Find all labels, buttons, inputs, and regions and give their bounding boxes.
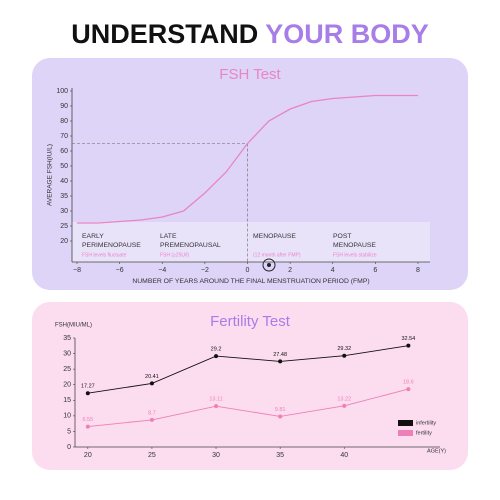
title-accent: YOUR BODY	[265, 19, 429, 49]
x-tick-label: 8	[416, 267, 420, 274]
phase-name: MENOPAUSE	[253, 233, 296, 240]
y-tick-label: 5	[67, 428, 71, 435]
point	[278, 359, 283, 364]
y-tick-label: 70	[60, 133, 68, 140]
legend-swatch	[398, 420, 413, 426]
series-line	[77, 94, 418, 224]
y-axis-label: FSH(MIU/ML)	[55, 323, 92, 329]
series-line	[87, 345, 409, 394]
y-tick-label: 10	[63, 413, 71, 420]
x-tick-label: 35	[276, 452, 284, 459]
x-tick-label: −2	[201, 267, 209, 274]
phase-name: POST	[333, 233, 352, 240]
point	[406, 387, 411, 392]
point	[214, 404, 219, 409]
phase-note: FSH levels fluctuate	[82, 252, 127, 258]
page-title: UNDERSTAND YOUR BODY	[71, 19, 429, 49]
fmp-icon	[262, 258, 276, 272]
phase-name: MENOPAUSE	[333, 242, 376, 249]
y-tick-label: 30	[60, 208, 68, 215]
data-label: 6.55	[82, 417, 93, 423]
y-tick-label: 20	[60, 238, 68, 245]
data-label: 27.48	[273, 352, 287, 358]
y-axis-label: AVERAGE FSH(IU/L)	[47, 144, 54, 206]
x-tick-label: 30	[212, 452, 220, 459]
phase-note: FSH (≥25U/l)	[160, 252, 189, 258]
y-tick-label: 35	[63, 335, 71, 342]
point	[85, 424, 90, 429]
data-label: 17.27	[81, 384, 95, 390]
fertility-panel	[32, 302, 468, 470]
y-tick-label: 80	[60, 118, 68, 125]
phase-name: LATE	[160, 233, 177, 240]
point	[149, 381, 154, 386]
x-tick-label: 25	[148, 452, 156, 459]
phase-name: PERIMENOPAUSE	[82, 242, 141, 249]
x-tick-label: 6	[373, 267, 377, 274]
x-tick-label: 4	[331, 267, 335, 274]
x-tick-label: −4	[158, 267, 166, 274]
data-label: 29.32	[337, 346, 351, 352]
x-tick-label: 2	[288, 267, 292, 274]
data-label: 20.41	[145, 374, 159, 380]
fmp-icon-dot	[267, 263, 271, 267]
phase-band	[72, 222, 430, 262]
series-line	[87, 388, 409, 428]
x-axis-label: AGE(Y)	[427, 448, 446, 454]
fsh-panel	[32, 58, 468, 290]
y-tick-label: 25	[63, 366, 71, 373]
y-tick-label: 60	[60, 148, 68, 155]
point	[149, 417, 154, 422]
data-label: 9.81	[275, 407, 286, 413]
data-label: 8.7	[148, 410, 156, 416]
legend-label: infertility	[416, 420, 436, 426]
data-label: 29.2	[211, 347, 222, 353]
x-tick-label: 40	[340, 452, 348, 459]
y-tick-label: 30	[63, 350, 71, 357]
title-dark: UNDERSTAND	[71, 19, 258, 49]
y-tick-label: 40	[60, 178, 68, 185]
y-tick-label: 25	[60, 223, 68, 230]
point	[406, 343, 411, 348]
point	[342, 403, 347, 408]
x-tick-label: −6	[116, 267, 124, 274]
x-tick-label: −8	[73, 267, 81, 274]
chart-title: Fertility Test	[210, 313, 291, 330]
chart-title: FSH Test	[219, 66, 281, 83]
x-tick-label: 0	[246, 267, 250, 274]
y-tick-label: 20	[63, 382, 71, 389]
data-label: 18.6	[403, 380, 414, 386]
data-label: 13.11	[209, 397, 222, 403]
phase-name: PREMENOPAUSAL	[160, 242, 221, 249]
point	[85, 391, 90, 396]
phase-note: FSH levels stabilize	[333, 252, 377, 258]
point	[278, 414, 283, 419]
y-tick-label: 90	[60, 103, 68, 110]
y-tick-label: 100	[56, 88, 68, 95]
phase-note: (12 month after FMP)	[253, 252, 301, 258]
legend-label: fertility	[416, 430, 432, 436]
y-tick-label: 35	[60, 193, 68, 200]
y-tick-label: 50	[60, 163, 68, 170]
y-tick-label: 15	[63, 397, 71, 404]
point	[214, 354, 219, 359]
point	[342, 353, 347, 358]
data-label: 13.22	[337, 396, 351, 402]
x-tick-label: 20	[84, 452, 92, 459]
legend-swatch	[398, 430, 413, 436]
data-label: 32.54	[401, 336, 415, 342]
x-axis-label: NUMBER OF YEARS AROUND THE FINAL MENSTRU…	[132, 278, 369, 285]
phase-name: EARLY	[82, 233, 104, 240]
y-tick-label: 0	[67, 444, 71, 451]
